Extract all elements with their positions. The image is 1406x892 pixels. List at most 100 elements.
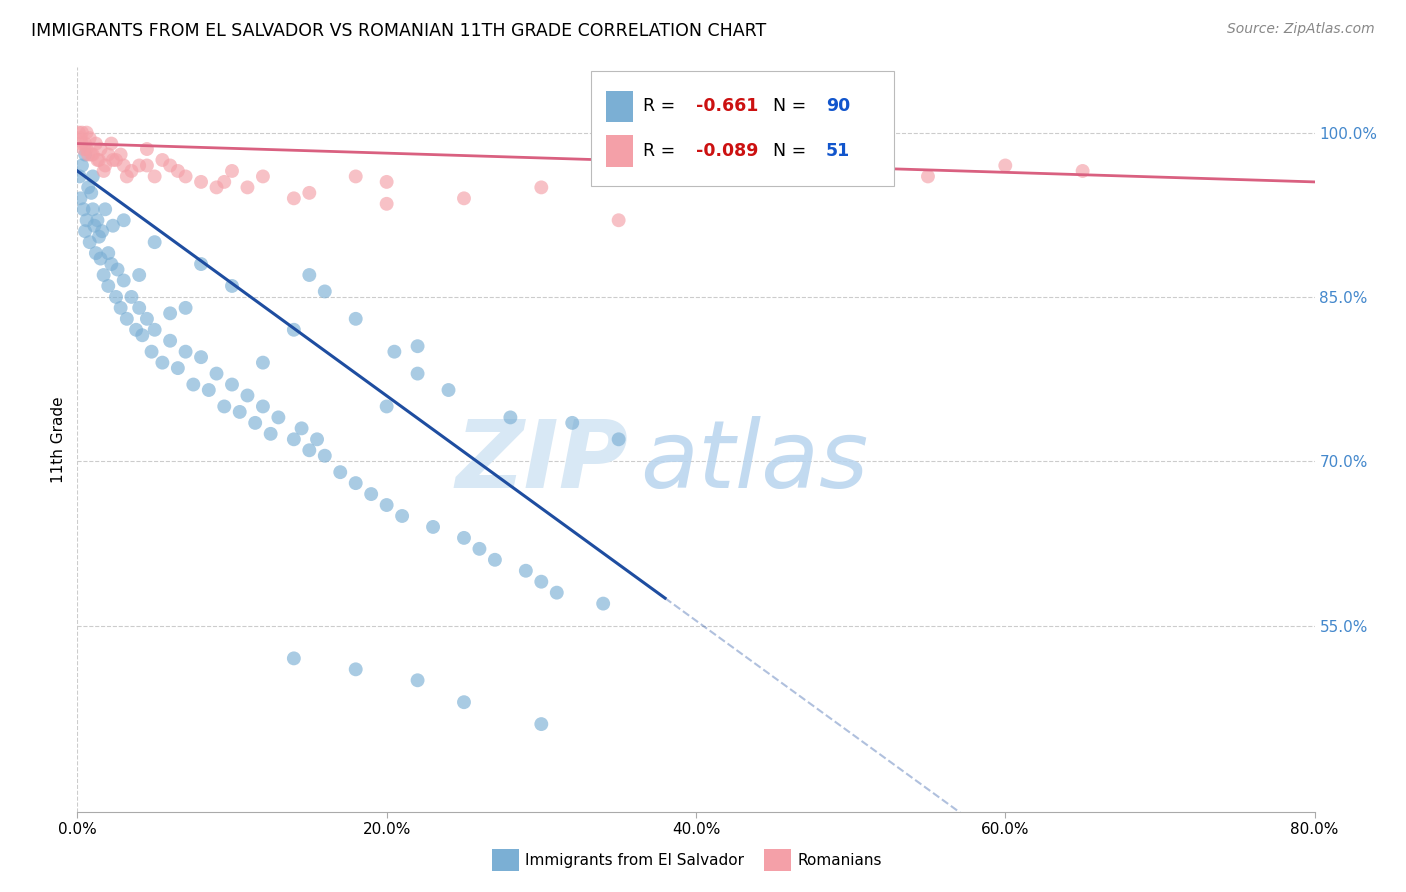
Text: 90: 90 [825, 97, 851, 115]
Point [197, 383, 219, 397]
Point [221, 377, 243, 392]
Point [112, 213, 135, 227]
Point [112, 273, 135, 287]
Point [90, 252, 111, 266]
Point [100, 136, 122, 151]
Point [84, 136, 107, 151]
Point [174, 169, 197, 184]
Point [252, 356, 274, 370]
FancyBboxPatch shape [606, 136, 633, 167]
Point [91, 224, 114, 238]
Point [97, 246, 120, 260]
Point [283, 191, 305, 205]
Point [994, 159, 1017, 173]
Point [101, 219, 124, 233]
Point [205, 367, 228, 381]
Text: 51: 51 [825, 142, 851, 160]
Text: N =: N = [773, 142, 806, 160]
Point [917, 169, 939, 184]
Point [329, 465, 352, 479]
Point [93, 268, 115, 282]
Point [174, 301, 197, 315]
Text: Immigrants from El Salvador: Immigrants from El Salvador [526, 853, 744, 868]
Point [128, 159, 150, 173]
Point [283, 433, 305, 447]
Point [97, 279, 120, 293]
Point [105, 290, 127, 304]
Point [97, 147, 120, 161]
Point [422, 520, 444, 534]
Text: -0.661: -0.661 [696, 97, 758, 115]
Point [159, 334, 181, 348]
Point [252, 169, 274, 184]
Point [221, 279, 243, 293]
Point [283, 323, 305, 337]
Point [75, 147, 96, 161]
Point [105, 153, 127, 167]
Point [72, 142, 94, 156]
Point [298, 186, 321, 200]
Point [110, 301, 132, 315]
Point [437, 383, 460, 397]
Point [453, 695, 475, 709]
Point [110, 147, 132, 161]
Point [607, 433, 630, 447]
Point [77, 180, 100, 194]
Point [561, 416, 583, 430]
Point [453, 191, 475, 205]
Point [344, 476, 367, 491]
Point [375, 175, 398, 189]
Point [546, 585, 568, 599]
Point [406, 367, 429, 381]
Point [79, 235, 101, 249]
Point [128, 268, 150, 282]
Point [228, 405, 252, 419]
FancyBboxPatch shape [492, 849, 519, 871]
Point [252, 400, 274, 414]
Point [1071, 164, 1094, 178]
Point [190, 350, 212, 364]
Point [83, 219, 105, 233]
Point [115, 169, 138, 184]
Point [530, 574, 553, 589]
Point [375, 196, 398, 211]
FancyBboxPatch shape [591, 70, 894, 186]
Point [190, 175, 212, 189]
Point [375, 498, 398, 512]
Point [515, 564, 537, 578]
Point [87, 153, 110, 167]
Point [221, 164, 243, 178]
Point [136, 159, 159, 173]
Point [121, 290, 143, 304]
Point [141, 344, 163, 359]
Point [344, 169, 367, 184]
Point [82, 202, 104, 217]
Y-axis label: 11th Grade: 11th Grade [51, 396, 66, 483]
Point [82, 147, 104, 161]
Point [214, 175, 236, 189]
Point [291, 421, 314, 435]
Point [86, 213, 108, 227]
Point [307, 433, 329, 447]
Point [267, 410, 290, 425]
Point [70, 136, 93, 151]
Point [72, 202, 94, 217]
Point [484, 553, 506, 567]
FancyBboxPatch shape [763, 849, 792, 871]
Text: R =: R = [643, 97, 686, 115]
Point [159, 306, 181, 320]
Point [245, 416, 267, 430]
Point [298, 443, 321, 458]
Point [79, 131, 101, 145]
Point [125, 323, 148, 337]
Text: atlas: atlas [640, 417, 869, 508]
Point [75, 224, 96, 238]
Point [530, 717, 553, 731]
Point [94, 202, 117, 217]
Point [143, 169, 166, 184]
Text: R =: R = [643, 142, 686, 160]
Point [80, 186, 103, 200]
Point [136, 311, 159, 326]
Point [344, 662, 367, 676]
Point [143, 235, 166, 249]
